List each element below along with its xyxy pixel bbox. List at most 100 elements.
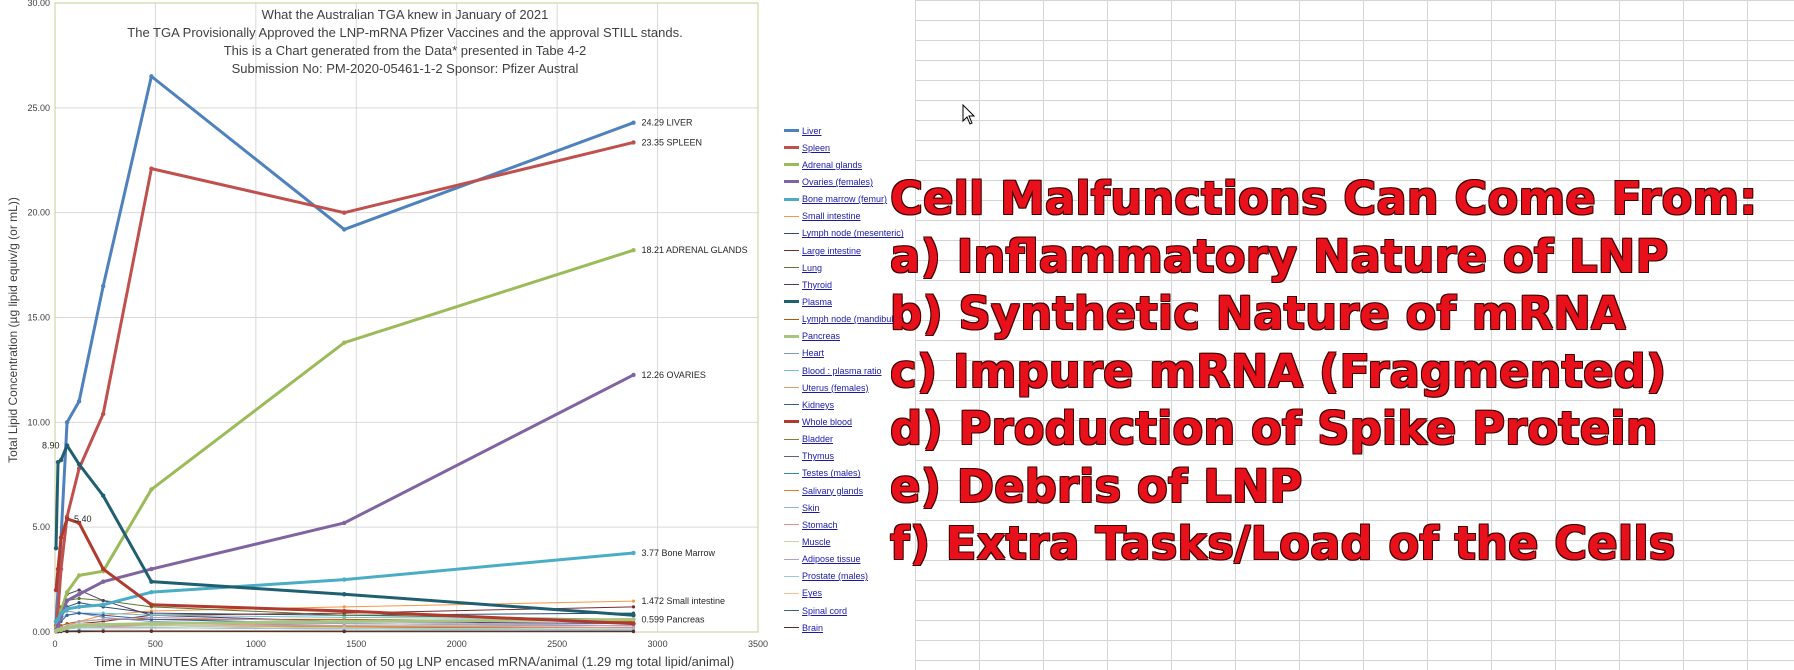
data-point <box>342 605 346 609</box>
legend-swatch <box>784 404 799 406</box>
x-tick-label: 2500 <box>547 639 567 649</box>
data-point <box>64 516 70 521</box>
data-point <box>76 592 82 597</box>
legend-label: Skin <box>802 502 820 513</box>
overlay-item-f: f) Extra Tasks/Load of the Cells <box>890 517 1676 570</box>
data-point <box>342 227 347 232</box>
legend-label: Brain <box>802 622 824 633</box>
overlay-item-e: e) Debris of LNP <box>890 459 1303 513</box>
series-end-label: 23.35 SPLEEN <box>641 137 702 147</box>
data-point <box>631 120 636 125</box>
legend-label: Large intestine <box>802 245 862 256</box>
chart-title: What the Australian TGA knew in January … <box>55 6 755 78</box>
series-whole-blood <box>53 516 636 626</box>
data-point <box>77 629 81 634</box>
legend-item: Small intestine <box>784 208 918 225</box>
data-point <box>101 622 106 627</box>
legend-item: Blood : plasma ratio <box>784 362 918 379</box>
legend-swatch <box>784 284 799 286</box>
data-point <box>342 615 346 619</box>
legend-label: Thyroid <box>802 279 833 290</box>
data-point <box>58 627 64 633</box>
legend-item: Brain <box>784 619 918 636</box>
legend-item: Salivary glands <box>784 482 918 499</box>
legend-item: Whole blood <box>784 413 918 430</box>
data-point <box>101 283 106 289</box>
data-point <box>55 623 61 628</box>
legend-label: Heart <box>802 348 825 359</box>
data-point <box>631 617 636 622</box>
data-point <box>64 443 70 448</box>
legend-item: Plasma <box>784 293 918 310</box>
chart-legend: Liver Spleen Adrenal glands Ovaries (female… <box>784 122 918 636</box>
legend-label: Salivary glands <box>802 485 864 496</box>
series-end-label: 1.472 Small intestine <box>641 596 725 606</box>
chart-annotation: 8.90 <box>42 440 60 450</box>
y-tick-label: 15.00 <box>27 313 50 323</box>
legend-swatch <box>784 438 799 440</box>
chart-title-line-1: What the Australian TGA knew in January … <box>261 7 549 22</box>
data-point <box>58 566 64 572</box>
data-point <box>101 598 105 603</box>
legend-item: Bladder <box>784 431 918 448</box>
legend-item: Lymph node (mandibular) <box>784 311 918 328</box>
legend-swatch <box>784 129 799 133</box>
legend-item: Adrenal glands <box>784 156 918 173</box>
data-point <box>64 420 70 425</box>
legend-item: Lymph node (mesenteric) <box>784 225 918 242</box>
legend-item: Heart <box>784 345 918 362</box>
data-point <box>65 613 69 617</box>
series-end-label: 24.29 LIVER <box>641 118 693 128</box>
series-end-label: 3.77 Bone Marrow <box>641 548 715 558</box>
x-tick-label: 1500 <box>346 639 366 649</box>
legend-swatch <box>784 267 799 269</box>
data-point <box>101 602 106 607</box>
legend-label: Testes (males) <box>802 468 861 479</box>
data-point <box>101 579 106 584</box>
legend-label: Bone marrow (femur) <box>802 194 888 205</box>
data-point <box>101 613 105 617</box>
series-plasma <box>53 443 636 618</box>
data-point <box>76 520 82 526</box>
data-point <box>77 601 81 605</box>
legend-swatch <box>784 215 799 217</box>
data-point <box>64 625 70 631</box>
data-point <box>149 626 154 630</box>
chart-series <box>53 74 636 634</box>
data-point <box>64 589 70 595</box>
legend-label: Muscle <box>802 536 831 547</box>
legend-label: Spleen <box>802 142 831 153</box>
legend-label: Bladder <box>802 434 834 445</box>
data-point <box>631 372 636 378</box>
legend-swatch <box>784 558 799 560</box>
data-point <box>101 493 106 498</box>
data-point <box>342 592 347 597</box>
data-point <box>101 626 105 630</box>
data-point <box>55 566 61 572</box>
legend-item: Ovaries (females) <box>784 173 918 190</box>
data-point <box>64 606 70 612</box>
legend-swatch <box>784 541 799 543</box>
legend-swatch <box>784 197 799 201</box>
data-point <box>58 457 64 463</box>
data-point <box>64 598 70 603</box>
legend-swatch <box>784 524 799 526</box>
series-bone-marrow-femur <box>53 550 636 624</box>
data-point <box>76 399 82 404</box>
data-point <box>342 608 347 614</box>
y-tick-label: 0.00 <box>32 627 50 637</box>
legend-label: Thymus <box>802 451 835 462</box>
series-pancreas <box>53 617 636 634</box>
chart-title-line-4: Submission No: PM-2020-05461-1-2 Sponsor… <box>231 61 579 76</box>
legend-swatch <box>784 387 799 389</box>
x-tick-label: 3500 <box>748 639 768 649</box>
legend-swatch <box>784 370 799 372</box>
legend-item: Thymus <box>784 448 918 465</box>
legend-item: Lung <box>784 259 918 276</box>
legend-item: Large intestine <box>784 242 918 259</box>
data-point <box>631 621 636 626</box>
spreadsheet-grid <box>915 0 1794 670</box>
legend-label: Small intestine <box>802 211 861 222</box>
legend-swatch <box>784 455 799 457</box>
y-tick-label: 30.00 <box>27 0 50 8</box>
